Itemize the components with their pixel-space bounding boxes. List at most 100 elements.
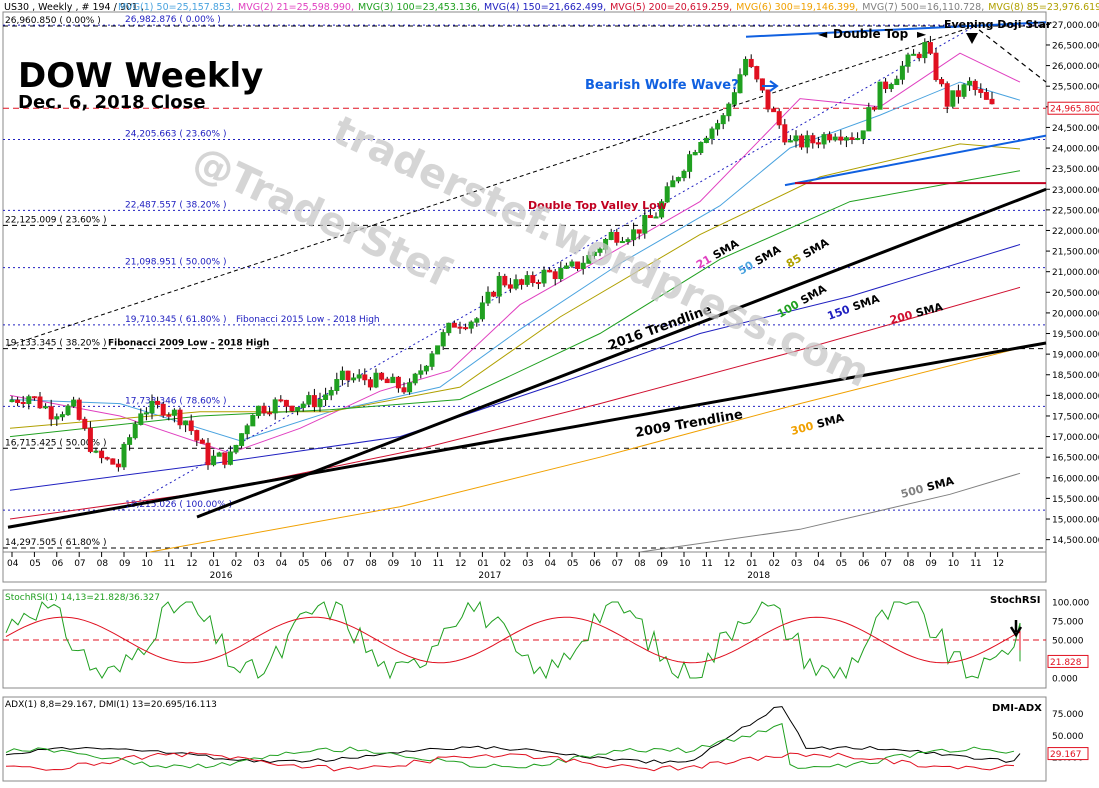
candle-body	[171, 409, 177, 416]
fib-level-label: 16,715.425 ( 50.00% )	[5, 438, 106, 448]
candle-body	[894, 78, 900, 86]
candle-body	[76, 399, 82, 420]
candle-body	[899, 65, 905, 80]
month-label: 08	[97, 559, 109, 569]
fib-level-label: 21,098.951 ( 50.00% )	[125, 258, 226, 268]
trendline-2016	[196, 187, 1047, 519]
candle-body	[82, 418, 88, 429]
candle-body	[395, 376, 401, 389]
candle-body	[989, 98, 995, 105]
price-tick-label: 17,000.000	[1052, 433, 1099, 443]
price-tick-label: 16,000.000	[1052, 474, 1099, 484]
candle-body	[793, 135, 799, 142]
price-tick-label: 14,500.000	[1052, 536, 1099, 546]
candle-body	[855, 138, 861, 141]
price-tick-label: 19,000.000	[1052, 351, 1099, 361]
month-label: 05	[836, 559, 847, 569]
fib-level-label: 26,960.850 ( 0.00% )	[5, 16, 101, 26]
candle-body	[295, 406, 301, 412]
candle-body	[782, 124, 788, 143]
month-label: 10	[141, 559, 153, 569]
price-tick-label: 26,000.000	[1052, 62, 1099, 72]
candle-body	[888, 84, 894, 90]
stochrsi-tick: 0.000	[1052, 675, 1078, 685]
double-top-arrow-right-icon: ►	[917, 27, 927, 41]
month-label: 10	[410, 559, 422, 569]
header-mavg: MVG(6) 300=19,146.399,	[736, 2, 858, 13]
sma-85-line	[9, 143, 1021, 429]
candle-body	[625, 239, 631, 243]
fib-level-label: 15,215.026 ( 100.00% )	[125, 500, 232, 510]
fib-level-label: 19,710.345 ( 61.80% )	[125, 315, 226, 325]
price-tick-label: 19,500.000	[1052, 330, 1099, 340]
chart-title: DOW Weekly	[18, 56, 263, 96]
candle-body	[731, 92, 737, 105]
price-panel	[2, 11, 1047, 553]
candle-body	[244, 425, 250, 435]
candle-body	[737, 74, 743, 94]
month-label: 01	[746, 559, 757, 569]
candle-body	[748, 58, 754, 68]
candle-body	[407, 382, 413, 393]
candle-body	[972, 80, 978, 91]
month-label: 10	[679, 559, 691, 569]
month-label: 11	[970, 559, 981, 569]
month-label: 03	[522, 559, 533, 569]
month-label: 08	[903, 559, 915, 569]
candle-body	[580, 262, 586, 269]
candle-body	[9, 399, 15, 403]
candle-body	[619, 241, 625, 244]
candle-body	[127, 437, 133, 445]
candle-body	[183, 420, 189, 426]
month-label: 05	[298, 559, 309, 569]
candle-body	[121, 443, 127, 468]
price-tick-label: 18,000.000	[1052, 392, 1099, 402]
price-tick-label: 22,500.000	[1052, 206, 1099, 216]
adx-tick: 50.000	[1052, 732, 1084, 742]
candle-body	[211, 455, 217, 466]
candle-body	[681, 170, 687, 179]
candle-body	[961, 84, 967, 97]
month-label: 01	[477, 559, 488, 569]
candle-body	[463, 327, 469, 330]
candle-body	[759, 78, 765, 91]
valley-low-label: Double Top Valley Low	[528, 199, 667, 212]
wolfe-upper-line	[745, 21, 1047, 38]
candle-body	[877, 81, 883, 110]
candle-body	[804, 135, 810, 148]
candle-body	[575, 261, 581, 269]
candle-body	[849, 137, 855, 140]
candle-body	[283, 399, 289, 407]
stochrsi-k-line	[5, 600, 1021, 680]
stochrsi-tick: 75.000	[1052, 618, 1084, 628]
candle-body	[927, 42, 933, 54]
candle-body	[300, 403, 306, 408]
candle-body	[491, 291, 497, 297]
candle-body	[530, 275, 536, 284]
sma-label-number: 200	[888, 308, 914, 327]
candle-body	[647, 215, 653, 219]
sma-300-line	[149, 347, 1021, 553]
candle-body	[821, 134, 827, 145]
month-label: 03	[253, 559, 264, 569]
candle-body	[799, 135, 805, 148]
price-tick-label: 17,500.000	[1052, 412, 1099, 422]
fib-2009-note: Fibonacci 2009 Low - 2018 High	[108, 339, 269, 349]
month-label: 11	[164, 559, 175, 569]
candle-body	[603, 238, 609, 250]
candle-body	[631, 229, 637, 241]
month-label: 09	[388, 559, 400, 569]
candle-body	[323, 394, 329, 400]
candle-body	[664, 186, 670, 203]
adx-title: DMI-ADX	[992, 703, 1042, 714]
candle-body	[401, 387, 407, 393]
stochrsi-last: 21.828	[1050, 658, 1082, 668]
month-label: 11	[701, 559, 712, 569]
month-label: 09	[925, 559, 937, 569]
candle-body	[922, 42, 928, 59]
candle-body	[412, 373, 418, 384]
candle-body	[418, 370, 424, 375]
candle-body	[227, 451, 233, 465]
month-label: 07	[612, 559, 623, 569]
candle-body	[726, 103, 732, 117]
